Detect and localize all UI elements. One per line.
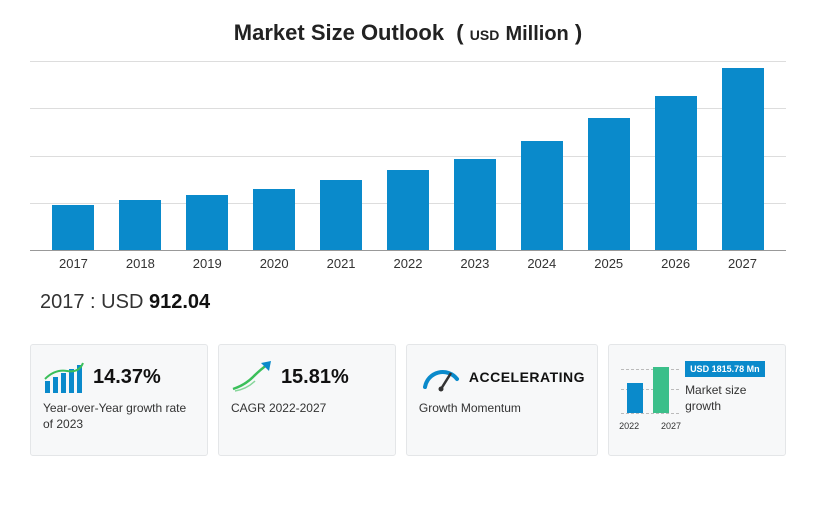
mini-year-start: 2022 — [619, 421, 639, 431]
card-growth: 2022 2027 USD 1815.78 Mn Market size gro… — [608, 344, 786, 456]
bar-2017 — [52, 205, 94, 250]
bar-2026 — [655, 96, 697, 250]
mini-gridline — [621, 413, 679, 414]
xlabel-2017: 2017 — [40, 256, 107, 271]
xlabel-2022: 2022 — [375, 256, 442, 271]
mini-bar-chart: 2022 2027 — [621, 359, 679, 431]
yoy-value: 14.37% — [93, 366, 161, 389]
xlabel-2023: 2023 — [441, 256, 508, 271]
mini-gridline — [621, 369, 679, 370]
baseline-value: 912.04 — [149, 291, 210, 313]
xlabel-2019: 2019 — [174, 256, 241, 271]
mini-xlabels: 2022 2027 — [619, 421, 681, 431]
cagr-value: 15.81% — [281, 366, 349, 389]
card-yoy: 14.37% Year-over-Year growth rate of 202… — [30, 344, 208, 456]
title-main: Market Size Outlook — [234, 20, 444, 45]
bar-2027 — [722, 68, 764, 250]
chart-bars — [30, 61, 786, 250]
gauge-icon — [419, 359, 463, 395]
xlabel-2025: 2025 — [575, 256, 642, 271]
mini-bar-2022 — [627, 383, 643, 413]
trend-arrow-icon — [231, 359, 275, 395]
title-unit-suffix: Million — [505, 23, 568, 45]
bar-2022 — [387, 170, 429, 250]
bar-2023 — [454, 159, 496, 250]
baseline-year: 2017 — [40, 291, 85, 313]
bar-2019 — [186, 195, 228, 250]
xlabel-2027: 2027 — [709, 256, 776, 271]
xlabel-2024: 2024 — [508, 256, 575, 271]
card-cagr: 15.81% CAGR 2022-2027 — [218, 344, 396, 456]
paren-close: ) — [575, 20, 582, 45]
metric-cards: 14.37% Year-over-Year growth rate of 202… — [30, 344, 786, 456]
page-title: Market Size Outlook ( USD Million ) — [30, 20, 786, 46]
mini-year-end: 2027 — [661, 421, 681, 431]
chart-xlabels: 2017201820192020202120222023202420252026… — [30, 256, 786, 271]
bar-chart — [30, 61, 786, 251]
growth-label: Market size growth — [685, 383, 773, 414]
bar-2021 — [320, 180, 362, 250]
bar-2020 — [253, 189, 295, 250]
yoy-label: Year-over-Year growth rate of 2023 — [43, 401, 195, 432]
momentum-label: Growth Momentum — [419, 401, 585, 417]
xlabel-2018: 2018 — [107, 256, 174, 271]
xlabel-2026: 2026 — [642, 256, 709, 271]
baseline-sep: : USD — [85, 291, 149, 313]
bar-2025 — [588, 118, 630, 250]
baseline-readout: 2017 : USD 912.04 — [30, 291, 786, 314]
title-unit-prefix: USD — [470, 27, 500, 43]
cagr-label: CAGR 2022-2027 — [231, 401, 383, 417]
momentum-value: ACCELERATING — [469, 369, 585, 385]
growth-bars-icon — [43, 359, 87, 395]
paren-open: ( — [456, 20, 463, 45]
card-momentum: ACCELERATING Growth Momentum — [406, 344, 598, 456]
bar-2018 — [119, 200, 161, 250]
bar-2024 — [521, 141, 563, 250]
growth-badge: USD 1815.78 Mn — [685, 361, 765, 377]
mini-bar-2027 — [653, 367, 669, 413]
xlabel-2021: 2021 — [308, 256, 375, 271]
xlabel-2020: 2020 — [241, 256, 308, 271]
